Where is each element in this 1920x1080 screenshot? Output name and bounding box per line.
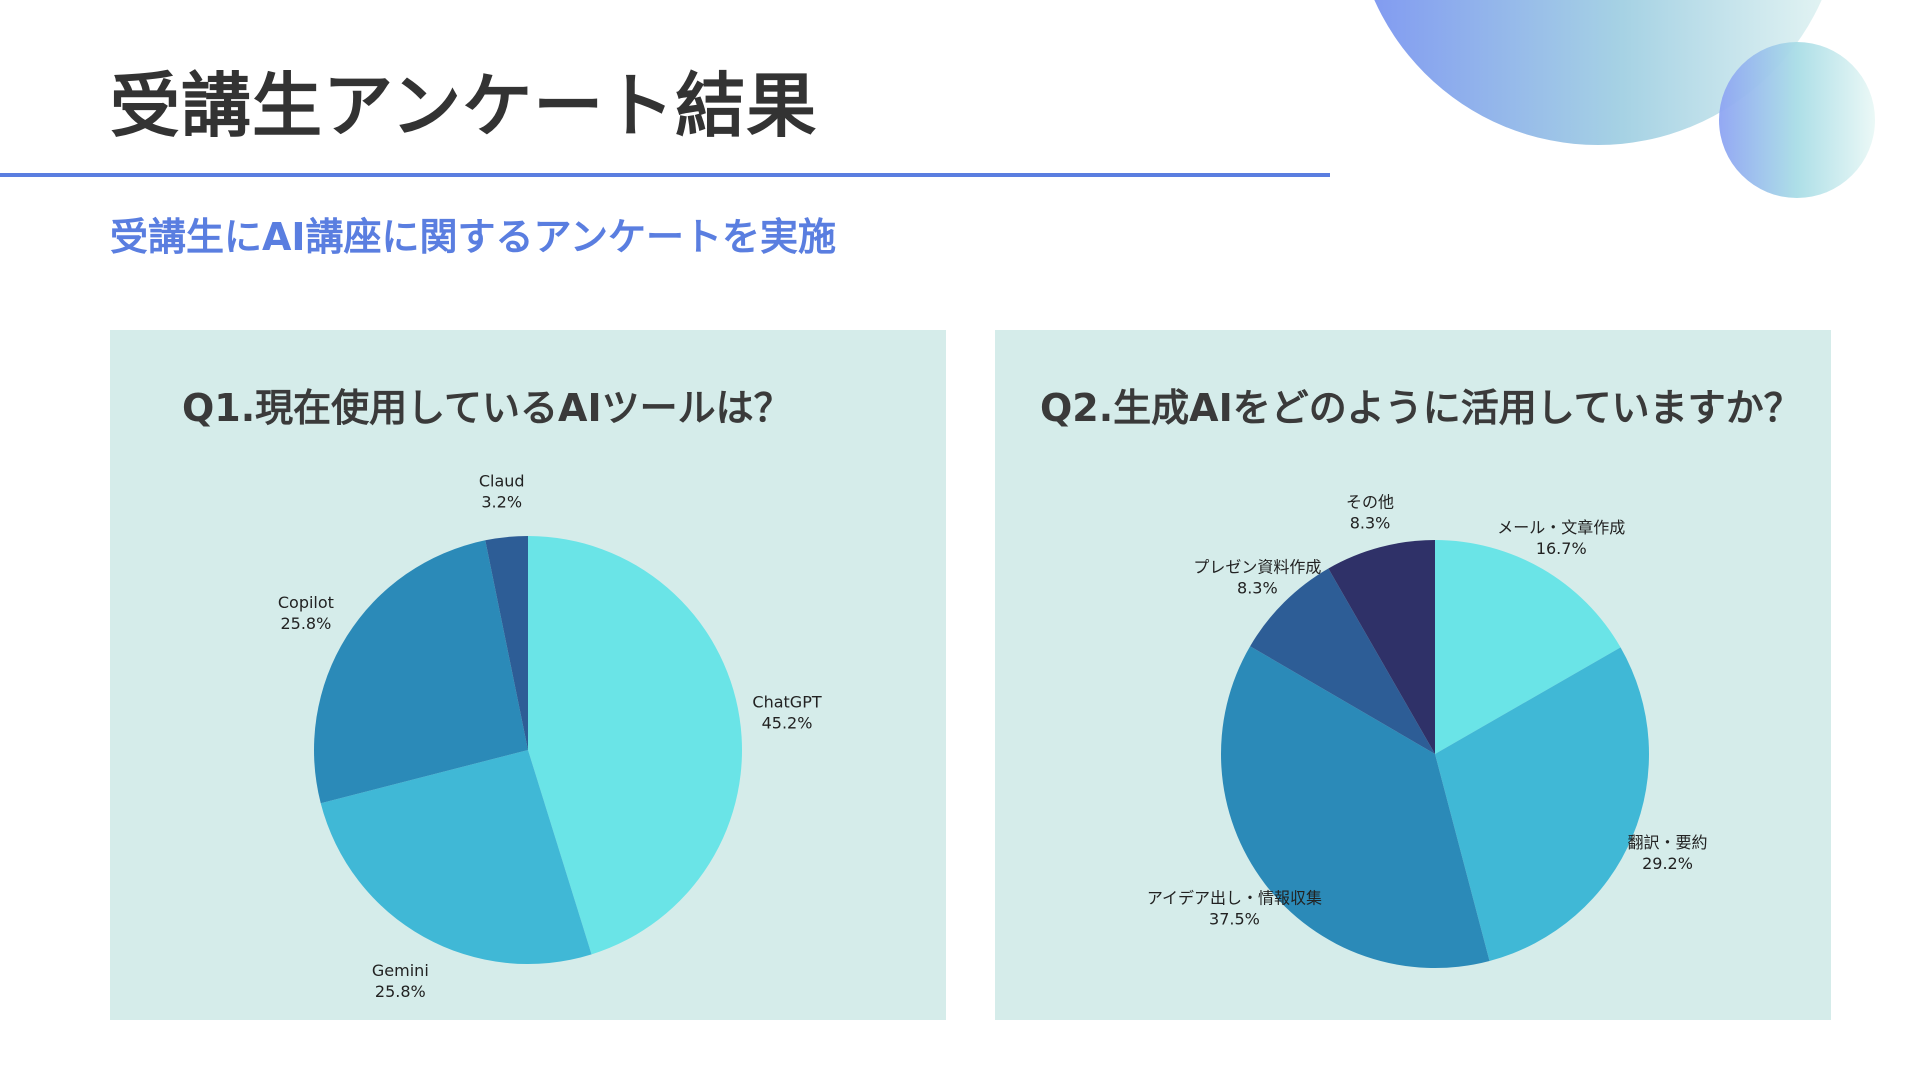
q1-slice-label-copilot: Copilot <box>278 593 334 612</box>
q1-chart-panel: Q1.現在使用しているAIツールは？ ChatGPT 45.2% Gemini 25.… <box>110 330 946 1020</box>
q2-slice-label-item-4: その他 <box>1346 493 1394 512</box>
q1-chart-title: Q1.現在使用しているAIツールは？ <box>182 386 792 430</box>
q2-slice-label-item-3: プレゼン資料作成 <box>1193 557 1321 576</box>
q2-pie-slice-item-0 <box>1435 540 1621 754</box>
q1-slice-value-gemini: 25.8% <box>375 982 426 1001</box>
q1-pie-slice-claud <box>485 536 528 750</box>
q1-slice-value-chatgpt: 45.2% <box>762 714 813 733</box>
q2-pie-chart: メール・文章作成 16.7% 翻訳・要約 29.2% アイデア出し・情報収集 37.5% プ… <box>1147 493 1708 968</box>
q2-pie-slice-item-4 <box>1328 540 1435 754</box>
page-subtitle: 受講生にAI講座に関するアンケートを実施 <box>110 215 837 259</box>
q2-slice-label-item-2: アイデア出し・情報収集 <box>1147 889 1322 908</box>
decorative-small-circle <box>1719 42 1875 198</box>
q2-slice-label-item-1: 翻訳・要約 <box>1628 833 1708 852</box>
q2-pie-slice-item-3 <box>1250 568 1435 754</box>
q1-slice-label-claud: Claud <box>479 471 525 490</box>
q2-slice-value-item-3: 8.3% <box>1237 578 1278 597</box>
q1-slice-value-copilot: 25.8% <box>280 614 331 633</box>
q2-slice-value-item-1: 29.2% <box>1642 854 1693 873</box>
q1-slice-label-gemini: Gemini <box>372 961 429 980</box>
q2-chart-title: Q2.生成AIをどのように活用していますか？ <box>1040 386 1802 430</box>
q2-slice-label-item-0: メール・文章作成 <box>1497 518 1625 537</box>
q2-slice-value-item-0: 16.7% <box>1536 539 1587 558</box>
q2-slice-value-item-2: 37.5% <box>1209 910 1260 929</box>
q2-slice-value-item-4: 8.3% <box>1350 514 1391 533</box>
title-underline <box>0 173 1330 177</box>
q1-pie-chart: ChatGPT 45.2% Gemini 25.8% Copilot 25.8% Claud… <box>278 471 822 1001</box>
q1-pie-slice-copilot <box>314 540 528 804</box>
q2-pie-slice-item-2 <box>1221 646 1490 968</box>
q1-pie-slice-chatgpt <box>528 536 742 955</box>
q1-slice-label-chatgpt: ChatGPT <box>752 693 821 712</box>
q1-slice-value-claud: 3.2% <box>481 492 522 511</box>
q1-pie-slice-gemini <box>320 750 592 964</box>
page-title: 受講生アンケート結果 <box>110 65 818 147</box>
q2-chart-panel: Q2.生成AIをどのように活用していますか？ メール・文章作成 16.7% 翻訳・要… <box>995 330 1831 1020</box>
q2-pie-slice-item-1 <box>1435 647 1649 961</box>
decorative-large-circle <box>1374 0 1822 145</box>
